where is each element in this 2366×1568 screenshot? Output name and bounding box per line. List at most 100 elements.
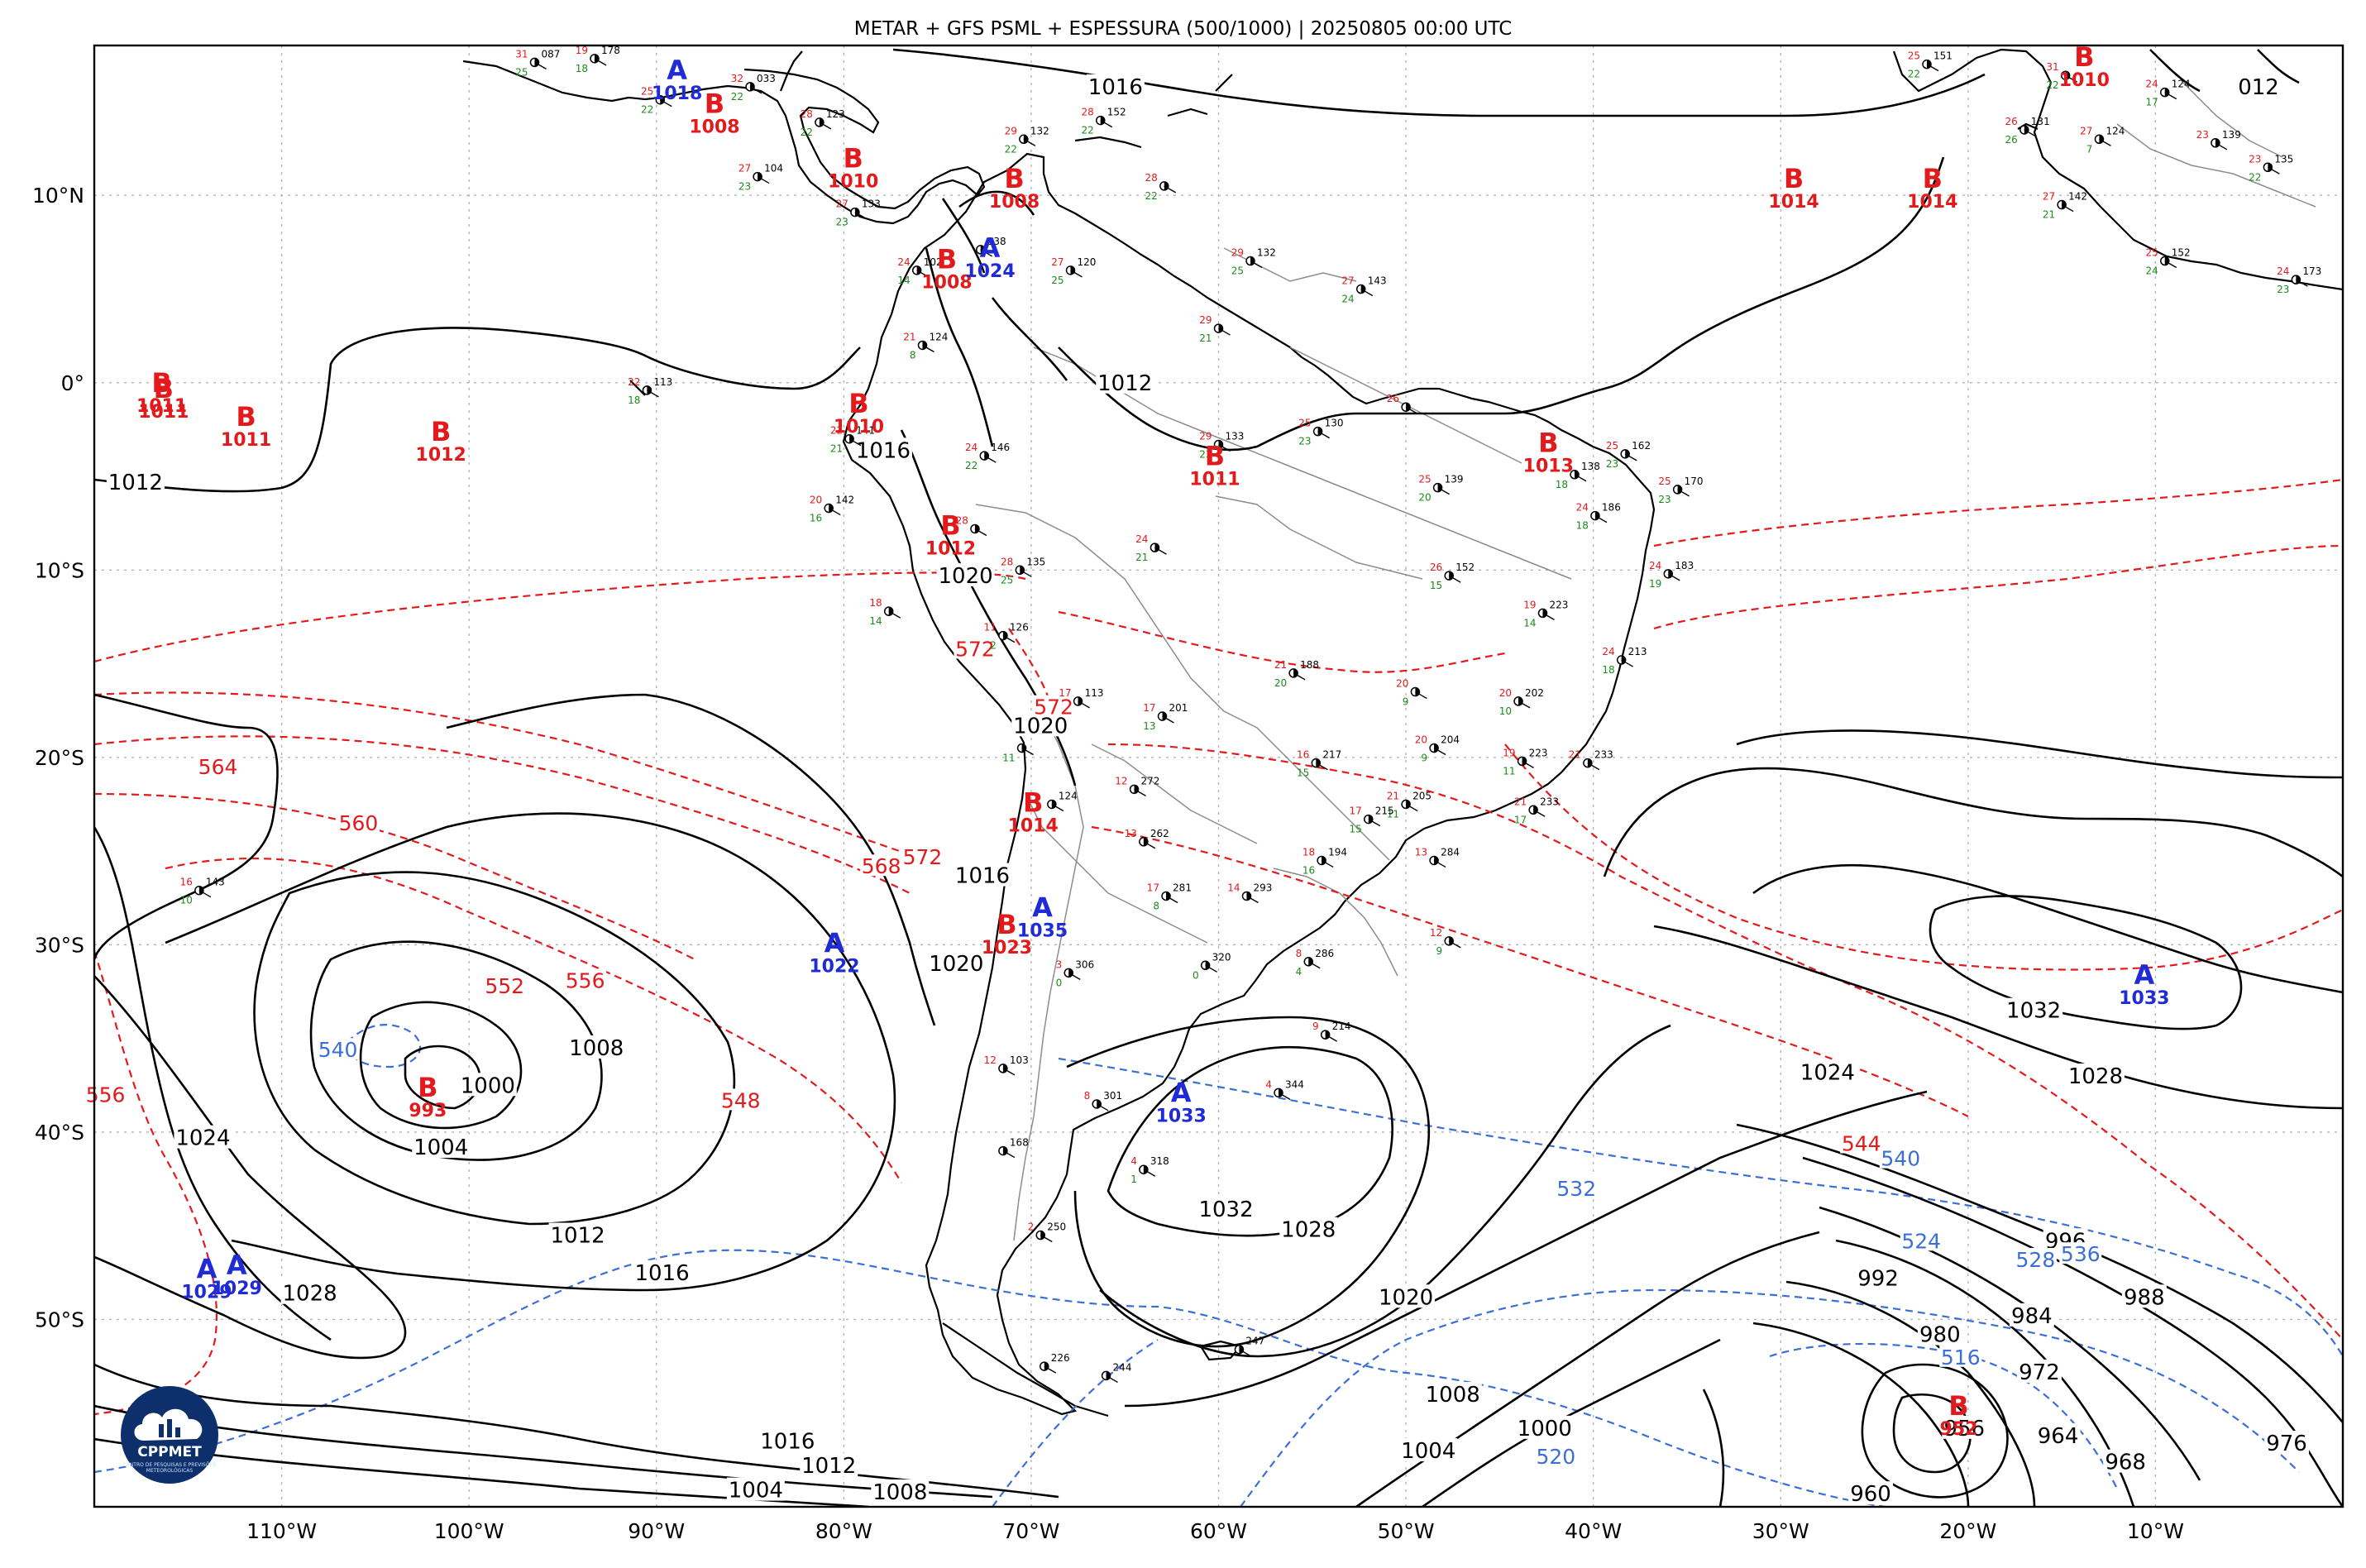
thickness-label: 528 xyxy=(2016,1248,2056,1272)
wind-barb-icon xyxy=(198,890,212,898)
wind-barb-icon xyxy=(983,455,997,463)
station-plot: 28 22 xyxy=(1145,172,1177,202)
station-plot: 25 23 170 xyxy=(1658,476,1703,505)
station-temperature: 27 xyxy=(2043,191,2055,203)
station-dewpoint: 26 xyxy=(2005,134,2018,146)
wind-barb-icon xyxy=(647,390,659,398)
station-plot: 25 20 139 xyxy=(1418,474,1463,504)
pressure-center-letter: B xyxy=(1205,440,1225,471)
station-temperature: 27 xyxy=(836,198,848,210)
isobar-label: 968 xyxy=(2105,1451,2146,1475)
station-pressure: 151 xyxy=(1933,50,1953,62)
station-dewpoint: 22 xyxy=(2249,171,2261,183)
station-pressure: 233 xyxy=(1594,749,1613,761)
pressure-center-letter: B xyxy=(705,88,724,120)
isobar-label-halo xyxy=(726,1477,785,1501)
station-temperature: 29 xyxy=(1005,125,1017,136)
station-temperature: 27 xyxy=(2080,125,2092,136)
station-plot: 16 15 217 xyxy=(1297,749,1341,779)
station-pressure: 131 xyxy=(2031,116,2050,127)
station-plot: 244 xyxy=(1101,1361,1131,1384)
station-temperature: 20 xyxy=(810,495,822,506)
station-plot: 22 21 141 xyxy=(830,425,875,455)
wind-barb-icon xyxy=(1437,487,1450,495)
isobar-label: 012 xyxy=(2238,75,2279,100)
wind-barb-icon xyxy=(1926,64,1939,72)
station-dewpoint: 14 xyxy=(1523,617,1536,629)
wind-barb-icon xyxy=(1002,634,1016,643)
pressure-center-letter: B xyxy=(151,367,171,399)
station-plot: 24 23 173 xyxy=(2277,265,2321,295)
station-temperature: 29 xyxy=(1231,247,1244,259)
station-temperature: 20 xyxy=(1499,687,1512,699)
wind-barb-icon xyxy=(1325,1034,1337,1042)
thickness-label-halo xyxy=(1555,1176,1598,1198)
station-temperature: 22 xyxy=(628,376,640,388)
wind-barb-icon xyxy=(1448,940,1461,949)
station-dewpoint: 20 xyxy=(1418,492,1431,504)
station-pressure: 113 xyxy=(653,376,672,388)
wind-barb-icon xyxy=(1218,443,1231,452)
isobar-label-halo xyxy=(2009,1303,2054,1327)
station-pressure: 250 xyxy=(1047,1221,1066,1233)
station-temperature: 19 xyxy=(1503,747,1515,758)
station-plot: 29 21 xyxy=(1199,314,1231,344)
isobar-label: 1008 xyxy=(1426,1383,1480,1408)
pressure-center-letter: A xyxy=(825,927,845,958)
station-temperature: 19 xyxy=(576,45,588,56)
pressure-center-value: 1011 xyxy=(1189,469,1240,490)
station-temperature: 23 xyxy=(2249,153,2261,165)
station-pressure: 146 xyxy=(991,442,1010,453)
station-temperature: 8 xyxy=(1296,948,1302,959)
station-temperature: 25 xyxy=(1606,440,1618,452)
wind-barb-icon xyxy=(1002,1068,1016,1076)
thickness-label-halo xyxy=(2014,1247,2057,1269)
station-pressure: 120 xyxy=(1077,256,1096,268)
wind-barb-icon xyxy=(1518,700,1531,709)
wind-barb-icon xyxy=(1019,569,1032,577)
station-pressure: 139 xyxy=(1445,474,1464,485)
station-temperature: 18 xyxy=(1302,846,1315,858)
station-plot: 4 344 xyxy=(1265,1078,1304,1100)
isobar-label-halo xyxy=(2066,1063,2125,1087)
isobar-label: 984 xyxy=(2011,1304,2053,1329)
station-dewpoint: 22 xyxy=(965,460,977,471)
thickness-label-halo xyxy=(860,854,903,877)
station-dewpoint: 11 xyxy=(1503,765,1515,777)
station-temperature: 28 xyxy=(1081,107,1093,118)
station-dewpoint: 11 xyxy=(1002,753,1015,764)
thickness-label: 572 xyxy=(955,637,995,661)
thickness-label-halo xyxy=(954,637,997,659)
station-plot: 29 22 132 xyxy=(1005,125,1049,155)
station-dewpoint: 13 xyxy=(1143,720,1155,732)
station-dewpoint: 21 xyxy=(1199,332,1212,344)
station-pressure: 152 xyxy=(1107,107,1126,118)
station-dewpoint: 10 xyxy=(1499,705,1512,717)
latitude-tick-label: 50°S xyxy=(35,1307,84,1331)
wind-barb-icon xyxy=(1143,1169,1156,1177)
station-pressure: 162 xyxy=(1632,440,1651,452)
station-temperature: 12 xyxy=(984,1054,997,1066)
station-temperature: 14 xyxy=(1227,882,1240,893)
station-pressure: 233 xyxy=(1540,796,1559,807)
thickness-label: 556 xyxy=(566,968,605,992)
station-plot: 2 250 xyxy=(1028,1221,1066,1243)
thickness-contours xyxy=(94,478,2343,1507)
station-dewpoint: 22 xyxy=(1081,125,1093,136)
station-pressure: 213 xyxy=(1628,646,1647,657)
station-plot: 29 25 132 xyxy=(1231,247,1276,277)
isobar-label-halo xyxy=(106,469,165,493)
station-plot: 17 15 215 xyxy=(1349,806,1393,835)
isobar-label: 964 xyxy=(2038,1424,2079,1449)
station-pressure: 103 xyxy=(1010,1054,1029,1066)
